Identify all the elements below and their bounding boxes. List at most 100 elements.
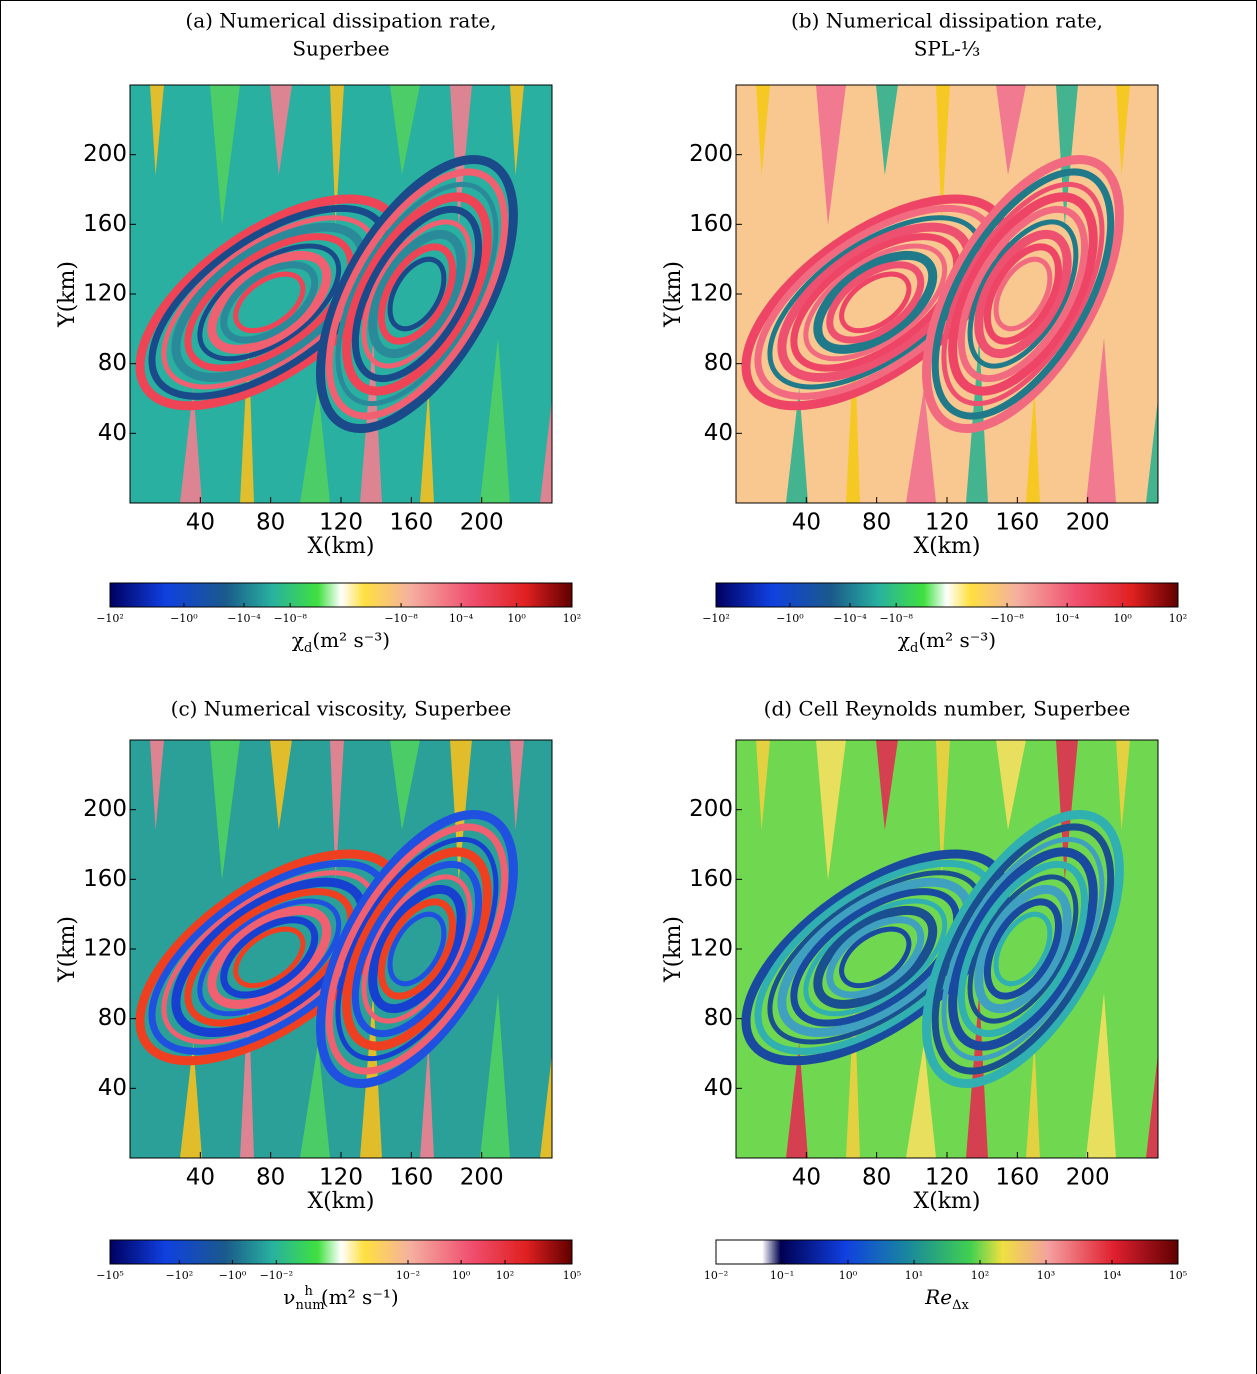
field-feature [300, 1043, 330, 1158]
field-feature [184, 888, 355, 1027]
field-feature [813, 905, 938, 1009]
colorbar-tick-label: 10⁻¹ [770, 1269, 794, 1282]
y-tick-label: 160 [689, 866, 733, 892]
field-feature [786, 388, 808, 503]
x-tick-label: 160 [995, 510, 1039, 536]
colorbar-label: νnumh (m² s⁻¹) [283, 1284, 398, 1313]
colorbar-tick-label: −10⁰ [219, 1269, 247, 1282]
panel: (b) Numerical dissipation rate, SPL-⅓ 40 80… [661, 9, 1187, 657]
field-feature [351, 205, 483, 383]
colorbar [109, 582, 573, 608]
colorbar-label-unit: (m² s⁻³) [312, 628, 390, 652]
colorbar-tick-label: 10⁻⁴ [449, 612, 474, 625]
y-tick-label: 200 [83, 796, 127, 822]
y-tick-label: 120 [689, 936, 733, 962]
panel-title: (a) Numerical dissipation rate, [185, 9, 496, 33]
x-axis-label: X(km) [307, 1189, 374, 1214]
y-tick-label: 160 [83, 866, 127, 892]
x-axis-label: X(km) [307, 534, 374, 559]
colorbar-label: χd(m² s⁻³) [292, 628, 390, 656]
colorbar-label-symbol: ν [283, 1285, 295, 1309]
field-image [736, 740, 1158, 1158]
field-feature [420, 388, 434, 503]
colorbar-tick-label: 10⁰ [1113, 612, 1132, 625]
field-feature [480, 338, 510, 503]
field-feature [325, 168, 509, 420]
colorbar-tick-label: 10⁰ [507, 612, 526, 625]
field-feature [948, 192, 1098, 396]
field-feature [180, 1043, 202, 1158]
colorbar-tick-label: −10² [165, 1269, 193, 1282]
field-feature [342, 192, 492, 396]
field-feature [540, 398, 552, 503]
x-tick-label: 40 [792, 1165, 821, 1191]
field-feature [207, 250, 332, 354]
field-feature [377, 243, 457, 345]
field-feature [826, 916, 925, 999]
field-feature [803, 243, 948, 362]
panel: (c) Numerical viscosity, Superbee 40 80 120… [55, 697, 581, 1314]
colorbar-tick-label: 10⁰ [452, 1269, 471, 1282]
field-feature [967, 874, 1079, 1024]
panel-title: (d) Cell Reynolds number, Superbee [764, 697, 1131, 721]
y-tick-label: 80 [704, 350, 733, 376]
field-feature [377, 898, 457, 1000]
field-feature [351, 860, 483, 1038]
y-tick-label: 120 [83, 936, 127, 962]
colorbar-label-unit: (m² s⁻¹) [321, 1285, 399, 1309]
colorbar-tick-label: 10⁰ [839, 1269, 858, 1282]
field-feature [450, 85, 472, 225]
field-feature [335, 836, 499, 1062]
y-tick-label: 120 [689, 281, 733, 307]
field-feature [420, 1043, 434, 1158]
field-feature [996, 740, 1026, 830]
colorbar-label-sub: d [910, 641, 918, 656]
x-tick-label: 80 [256, 510, 285, 536]
field-feature [941, 836, 1105, 1062]
field-feature [210, 85, 240, 225]
x-tick-label: 120 [925, 510, 969, 536]
field-feature [233, 271, 306, 334]
y-tick-label: 40 [98, 420, 127, 446]
field-feature [270, 740, 292, 830]
y-tick-label: 200 [689, 796, 733, 822]
colorbar-tick-label: −10⁻⁸ [990, 612, 1024, 625]
field-feature [777, 222, 974, 383]
colorbar-tick-label: −10⁰ [776, 612, 804, 625]
x-tick-label: 200 [460, 1165, 504, 1191]
field-feature [240, 338, 254, 503]
field-feature [197, 898, 342, 1017]
field-feature [510, 85, 524, 175]
field-feature [786, 1043, 808, 1158]
field-feature [936, 85, 950, 225]
field-feature [941, 181, 1105, 407]
field-feature [983, 243, 1063, 345]
colorbar-tick-label: 10² [496, 1269, 514, 1282]
colorbar-label-sub: num [295, 1298, 324, 1313]
field-feature [220, 261, 319, 344]
colorbar-label-sub: Δx [952, 1298, 969, 1313]
colorbar-tick-label: −10² [702, 612, 730, 625]
field-feature [390, 740, 420, 830]
y-axis-label: Y(km) [55, 261, 80, 328]
x-tick-label: 160 [389, 510, 433, 536]
colorbar-tick-label: 10² [1169, 612, 1187, 625]
x-tick-label: 40 [186, 1165, 215, 1191]
colorbar-tick-label: −10⁻² [260, 1269, 293, 1282]
colorbar [715, 582, 1179, 608]
field-feature [790, 888, 961, 1027]
colorbar-label-sup: h [305, 1284, 314, 1299]
field-feature [240, 993, 254, 1158]
field-feature [360, 993, 382, 1158]
field-feature [220, 916, 319, 999]
field-feature [948, 847, 1098, 1051]
field-feature [207, 905, 332, 1009]
x-tick-label: 40 [186, 510, 215, 536]
field-feature [387, 256, 447, 332]
panel-title: SPL-⅓ [914, 37, 981, 61]
field-feature [756, 740, 770, 830]
colorbar-label-symbol: Re [924, 1285, 952, 1309]
field-feature [1146, 398, 1158, 503]
colorbar-tick-label: 10¹ [905, 1269, 923, 1282]
